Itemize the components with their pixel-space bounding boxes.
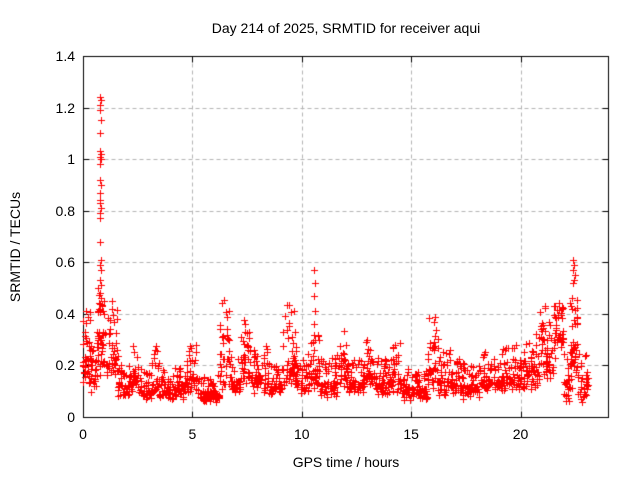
x-axis-label: GPS time / hours [292,454,400,470]
y-tick-label: 0.8 [55,202,75,219]
y-tick-label: 0.4 [55,305,75,322]
y-tick-label: 1 [67,151,75,168]
y-axis-label: SRMTID / TECUs [7,191,23,303]
x-tick-label: 0 [79,426,87,442]
chart-title: Day 214 of 2025, SRMTID for receiver aqu… [211,20,481,36]
y-tick-label: 0.6 [55,254,75,271]
x-tick-label: 10 [293,426,310,442]
x-tick-label: 20 [512,426,529,442]
x-tick-label: 15 [403,426,419,442]
y-tick-label: 0.2 [55,357,75,374]
y-tick-label: 0 [67,409,75,425]
y-tick-label: 1.2 [55,99,75,116]
x-tick-label: 5 [188,426,197,442]
y-tick-label: 1.4 [55,48,75,64]
